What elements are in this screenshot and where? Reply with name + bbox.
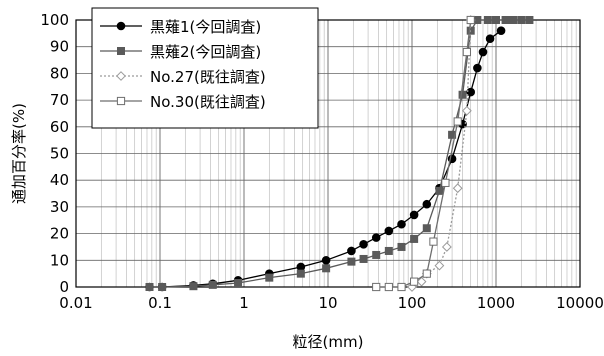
series-4-line xyxy=(376,19,472,288)
series-4-point xyxy=(397,282,406,292)
legend-swatch-marker xyxy=(116,21,126,31)
series-1-point xyxy=(359,239,368,249)
series-2-point xyxy=(483,15,492,24)
series-4-point xyxy=(462,47,471,57)
series-1-point xyxy=(422,199,432,209)
series-2-point xyxy=(372,250,381,259)
x-tick-label: 1 xyxy=(239,294,249,312)
legend-swatch-marker xyxy=(116,71,126,81)
x-axis-label: 粒径(mm) xyxy=(293,333,364,351)
series-4-point xyxy=(372,282,381,292)
series-2-point xyxy=(458,90,467,99)
series-3-point xyxy=(461,105,472,116)
series-layer xyxy=(145,15,534,292)
series-1-point xyxy=(409,210,419,220)
y-tick-label: 70 xyxy=(50,91,69,109)
series-1-point xyxy=(496,26,506,35)
legend-item-2: 黒薙2(今回調査) xyxy=(100,43,261,61)
series-4-point xyxy=(466,15,475,25)
series-4-point xyxy=(441,178,450,187)
legend-box xyxy=(91,7,319,129)
series-1-point xyxy=(321,256,331,265)
series-4-point xyxy=(429,237,438,246)
series-3-point xyxy=(416,276,427,287)
legend-label: No.30(既往調査) xyxy=(150,93,266,111)
x-tick-label: 1000 xyxy=(477,294,515,312)
tick-labels: 0.01 0.1 1 10 100 1000 10000 0 10 20 30 40 50 60 70 80 9… xyxy=(40,11,604,312)
series-1-point xyxy=(371,233,381,242)
y-tick-label: 20 xyxy=(50,225,69,243)
series-2-point xyxy=(296,269,305,278)
series-2-point xyxy=(234,278,243,287)
legend: 黒薙1(今回調査) 黒薙2(今回調査) No.27(既往調査) No.30(既往調査) xyxy=(91,7,319,129)
series-4-point xyxy=(410,277,419,286)
series-2-point xyxy=(347,257,356,266)
series-2-point xyxy=(397,242,406,251)
y-tick-label: 100 xyxy=(40,11,69,29)
series-1-point xyxy=(296,262,306,272)
series-2-point xyxy=(145,282,154,291)
x-tick-label: 100 xyxy=(398,294,427,312)
series-1-point xyxy=(384,226,394,236)
series-1-point xyxy=(473,63,482,73)
y-tick-label: 90 xyxy=(50,38,69,56)
series-2-point xyxy=(435,186,444,195)
series-1-point xyxy=(397,219,406,229)
legend-item-1: 黒薙1(今回調査) xyxy=(100,18,261,36)
y-tick-label: 10 xyxy=(50,251,69,269)
legend-item-3: No.27(既往調査) xyxy=(100,68,266,86)
series-4-point xyxy=(453,117,462,126)
series-2-point xyxy=(422,224,431,233)
series-4 xyxy=(372,15,475,292)
x-tick-label: 10 xyxy=(318,294,337,312)
series-3-point xyxy=(452,183,463,194)
series-2-point xyxy=(410,234,419,243)
series-2-point xyxy=(517,15,526,24)
x-tick-label: 10000 xyxy=(556,294,604,312)
y-tick-label: 80 xyxy=(50,64,69,82)
series-2-point xyxy=(525,15,534,24)
series-2-point xyxy=(322,264,331,273)
plot-frame xyxy=(75,19,581,288)
series-2-point xyxy=(158,282,167,291)
y-axis-label: 通加百分率(%) xyxy=(10,103,28,204)
series-1-point xyxy=(478,47,488,57)
series-2-point xyxy=(189,282,198,291)
y-tick-label: 60 xyxy=(50,118,69,136)
legend-label: 黒薙1(今回調査) xyxy=(150,18,261,36)
y-tick-label: 50 xyxy=(50,145,69,163)
series-2-point xyxy=(491,15,500,24)
x-tick-label: 0.01 xyxy=(59,294,92,312)
series-2-point xyxy=(208,280,217,289)
series-2 xyxy=(145,15,534,291)
legend-item-4: No.30(既往調査) xyxy=(100,93,266,111)
series-4-point xyxy=(384,282,393,292)
series-1-point xyxy=(347,246,356,256)
series-4-point xyxy=(422,269,431,278)
series-2-point xyxy=(265,273,274,282)
legend-swatch-marker xyxy=(116,96,126,106)
legend-label: 黒薙2(今回調査) xyxy=(150,43,261,61)
series-3-point xyxy=(441,242,452,252)
series-2-point xyxy=(359,254,368,263)
series-2-point xyxy=(384,246,393,255)
series-3-point xyxy=(434,260,445,271)
series-1-point xyxy=(485,34,495,43)
series-2-point xyxy=(509,15,518,24)
x-tick-label: 0.1 xyxy=(148,294,172,312)
legend-label: No.27(既往調査) xyxy=(150,68,266,86)
y-tick-label: 40 xyxy=(50,171,69,189)
legend-swatch-marker xyxy=(117,47,126,56)
series-1-point xyxy=(466,87,476,97)
y-tick-label: 30 xyxy=(50,198,69,216)
y-tick-label: 0 xyxy=(59,278,69,296)
series-2-point xyxy=(501,15,510,24)
